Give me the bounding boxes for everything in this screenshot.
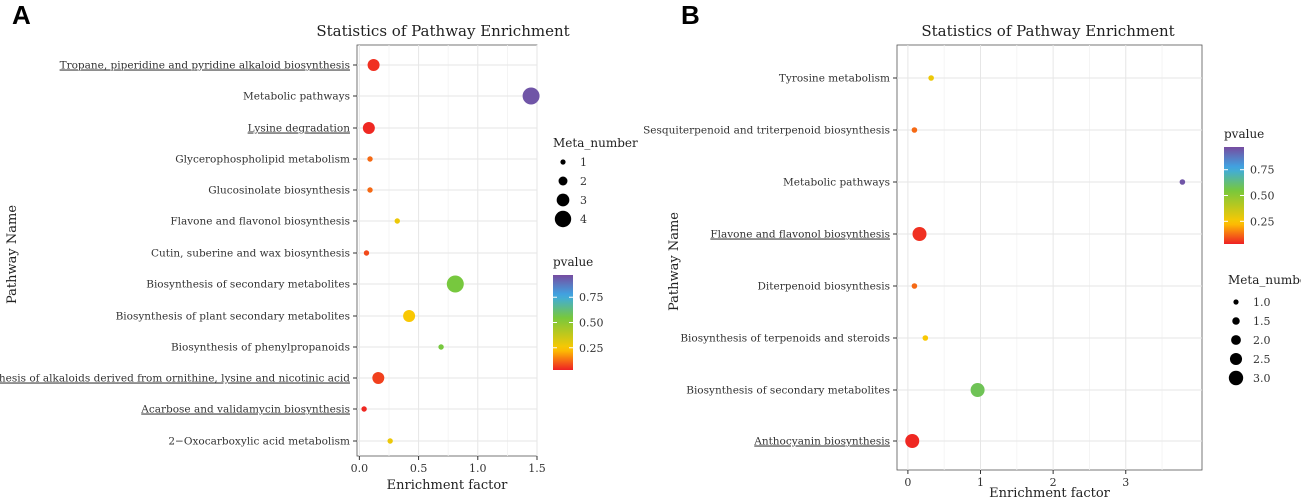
size-legend-label: 4 [580,213,587,226]
category-label: 2−Oxocarboxylic acid metabolism [168,436,350,448]
x-tick-label: 3 [1122,476,1129,489]
category-label: Acarbose and validamycin biosynthesis [140,404,350,416]
category-label: Glycerophospholipid metabolism [175,154,350,166]
category-label: Anthocyanin biosynthesis [753,436,890,448]
size-legend-title: Meta_number [553,136,638,150]
data-point [446,275,464,293]
category-label: Biosynthesis of phenylpropanoids [171,342,350,354]
data-point [438,344,444,350]
data-point [394,218,400,224]
color-legend-title: pvalue [1224,127,1264,141]
category-label: Cutin, suberine and wax biosynthesis [151,248,350,260]
data-point [911,127,918,133]
panel-b: B Statistics of Pathway Enrichment Tyrosin… [643,0,1301,501]
category-label: Metabolic pathways [783,177,890,189]
panel-a: A Statistics of Pathway Enrichment Tropane… [0,0,638,493]
x-axis-label: Enrichment factor [387,478,509,493]
category-label: Diterpenoid biosynthesis [758,281,890,293]
x-tick-label: 0 [904,476,911,489]
panel-label: B [681,0,700,30]
color-bar-label: 0.75 [579,291,604,304]
x-axis-label: Enrichment factor [989,486,1111,501]
y-axis-label: Pathway Name [5,205,20,304]
data-point [522,87,540,105]
x-tick-label: 1.5 [528,462,546,475]
chart-title: Statistics of Pathway Enrichment [921,22,1174,40]
size-legend-label: 2.5 [1253,353,1271,366]
color-bar-label: 0.25 [579,342,604,355]
category-label: Tropane, piperidine and pyridine alkaloi… [60,60,350,72]
size-legend-dot [1233,299,1239,305]
size-legend-dot [1231,335,1241,345]
size-legend-label: 1.5 [1253,315,1271,328]
data-point [970,383,985,397]
x-tick-label: 1 [977,476,984,489]
category-label: Lysine degradation [248,123,351,135]
size-legend-dot [1229,352,1243,366]
data-point [403,310,416,322]
size-legend-dot [558,176,568,186]
x-tick-label: 0.0 [351,462,369,475]
color-bar-label: 0.50 [579,317,604,330]
category-label: Biosynthesis of terpenoids and steroids [680,333,890,345]
size-legend-label: 3.0 [1253,372,1271,385]
color-bar-label: 0.25 [1250,215,1275,228]
panel-label: A [12,0,31,30]
data-point [361,406,367,412]
data-point [367,156,373,162]
size-legend-label: 2 [580,175,587,188]
size-legend-title: Meta_number [1228,273,1301,287]
data-point [367,59,380,71]
data-point [1179,179,1186,185]
category-label: Flavone and flavonol biosynthesis [710,229,890,241]
data-point [362,122,375,134]
data-point [387,438,393,444]
size-legend-label: 3 [580,194,587,207]
color-bar-label: 0.75 [1250,164,1275,177]
size-legend-dot [560,159,566,165]
plot-panel [356,44,538,457]
size-legend-dot [1232,317,1240,325]
size-legend-dot [554,210,572,228]
chart-title: Statistics of Pathway Enrichment [316,22,569,40]
plot-panel [896,44,1203,471]
color-bar [553,275,573,370]
x-tick-label: 2 [1050,476,1057,489]
x-tick-label: 0.5 [410,462,428,475]
category-label: Glucosinolate biosynthesis [208,185,350,197]
size-legend-dot [556,193,570,207]
size-legend-label: 1 [580,156,587,169]
data-point [912,227,927,241]
category-label: Biosynthesis of alkaloids derived from o… [0,373,350,385]
x-tick-label: 1.0 [469,462,487,475]
color-bar-label: 0.50 [1250,190,1275,203]
color-legend-title: pvalue [553,255,593,269]
data-point [911,283,918,289]
data-point [922,335,929,341]
size-legend-dot [1228,370,1244,386]
y-axis-label: Pathway Name [667,212,682,311]
data-point [367,187,373,193]
data-point [372,372,385,384]
category-label: Flavone and flavonol biosynthesis [170,216,350,228]
color-bar [1224,147,1244,244]
category-label: Biosynthesis of secondary metabolites [686,385,890,397]
category-label: Metabolic pathways [243,91,350,103]
category-label: Biosynthesis of secondary metabolites [146,279,350,291]
category-label: Tyrosine metabolism [779,73,890,85]
data-point [905,434,920,448]
size-legend-label: 1.0 [1253,296,1271,309]
category-label: Biosynthesis of plant secondary metaboli… [116,311,350,323]
data-point [363,250,370,256]
data-point [928,75,934,81]
size-legend-label: 2.0 [1253,334,1271,347]
category-label: Sesquiterpenoid and triterpenoid biosynt… [643,125,890,137]
